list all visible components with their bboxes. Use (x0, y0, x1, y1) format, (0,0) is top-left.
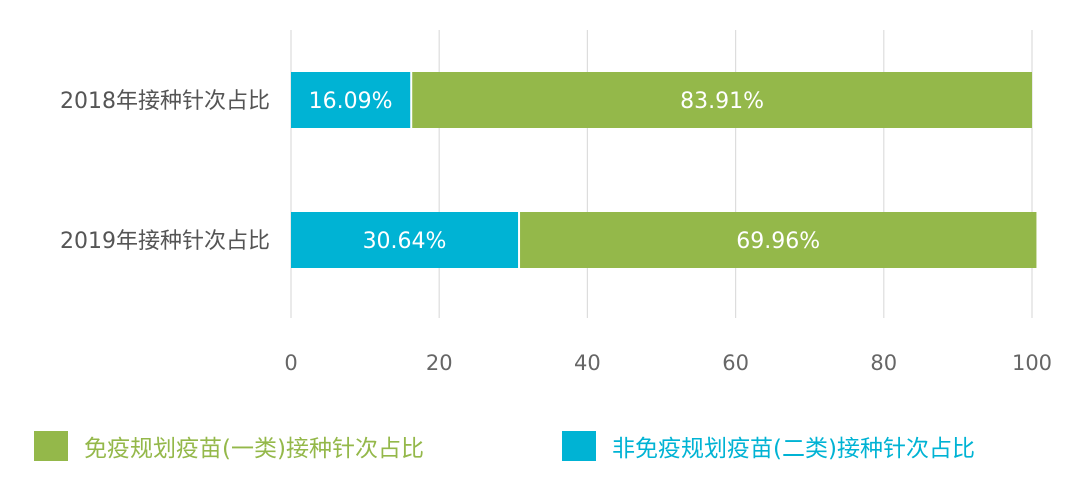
category-label: 2018年接种针次占比 (60, 89, 270, 114)
x-tick-label: 80 (870, 351, 897, 375)
x-tick-labels: 0 20 40 60 80 100 (284, 351, 1052, 375)
legend-swatch-class2 (562, 431, 596, 461)
bar-segment (412, 72, 1032, 128)
bar-segment (291, 212, 519, 268)
bar-segment (291, 72, 411, 128)
bar-value-label: 16.09% (309, 89, 393, 114)
legend-item-class1: 免疫规划疫苗(一类)接种针次占比 (34, 428, 424, 464)
legend-item-class2: 非免疫规划疫苗(二类)接种针次占比 (562, 428, 975, 464)
bar-value-label: 30.64% (363, 229, 447, 254)
legend-label-class2: 非免疫规划疫苗(二类)接种针次占比 (612, 436, 975, 462)
x-tick-label: 60 (722, 351, 749, 375)
x-tick-label: 0 (284, 351, 297, 375)
category-labels: 2018年接种针次占比 2019年接种针次占比 (60, 89, 270, 254)
bars: 16.09% 83.91% 30.64% 69.96% (291, 72, 1037, 268)
bar-segment (520, 212, 1037, 268)
category-label: 2019年接种针次占比 (60, 229, 270, 254)
legend-label-class1: 免疫规划疫苗(一类)接种针次占比 (84, 436, 424, 462)
x-tick-label: 20 (426, 351, 453, 375)
x-tick-label: 40 (574, 351, 601, 375)
stacked-bar-chart: 16.09% 83.91% 30.64% 69.96% 2018年接种针次占比 2019… (60, 30, 1052, 375)
x-tick-label: 100 (1012, 351, 1052, 375)
bar-value-label: 83.91% (680, 89, 764, 114)
legend-swatch-class1 (34, 431, 68, 461)
bar-value-label: 69.96% (736, 229, 820, 254)
